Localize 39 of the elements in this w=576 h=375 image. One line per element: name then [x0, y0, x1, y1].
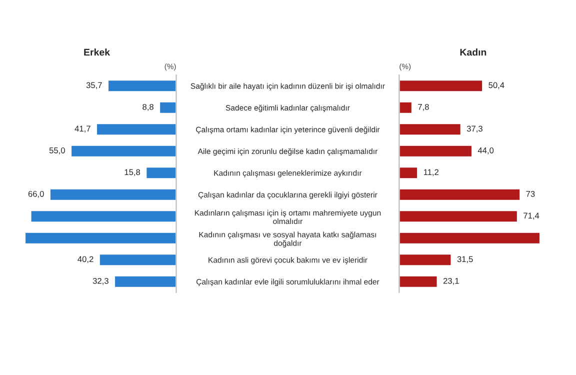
data-label: 66,0 [28, 190, 44, 198]
bar [158, 100, 176, 114]
bar [49, 188, 176, 202]
data-label: 41,7 [74, 126, 90, 133]
data-label: 35,7 [86, 82, 102, 90]
data-label: 40,2 [78, 256, 94, 264]
data-label: 55,0 [49, 147, 65, 154]
chart-title: Kadın [460, 48, 486, 56]
bar [96, 122, 176, 136]
data-label: 73 [526, 190, 535, 197]
bar [107, 79, 176, 93]
bar [399, 144, 473, 158]
data-label: 7,8 [418, 104, 429, 111]
bar [24, 231, 176, 245]
bar [399, 231, 541, 245]
bar [399, 253, 452, 267]
chart-title: Erkek [84, 48, 110, 56]
data-label: 44,0 [478, 147, 494, 154]
data-label: 15,8 [124, 169, 140, 176]
bar [98, 253, 176, 267]
bar [399, 79, 484, 93]
bar [399, 188, 521, 202]
data-label: 32,3 [92, 278, 108, 285]
data-label: 37,3 [466, 126, 482, 133]
bar [399, 210, 518, 224]
bar [114, 274, 176, 288]
bar [399, 100, 413, 114]
data-label: 71,4 [524, 212, 540, 220]
data-label: 50,4 [488, 82, 504, 90]
bar [399, 166, 418, 180]
bar [399, 274, 438, 288]
data-label: 11,2 [424, 169, 438, 176]
bar [30, 210, 176, 224]
bar [145, 166, 176, 180]
data-label: 23,1 [443, 278, 459, 285]
bar [399, 122, 462, 136]
data-label: 31,5 [457, 256, 473, 264]
data-label: 8,8 [142, 104, 154, 111]
bar [70, 144, 176, 158]
